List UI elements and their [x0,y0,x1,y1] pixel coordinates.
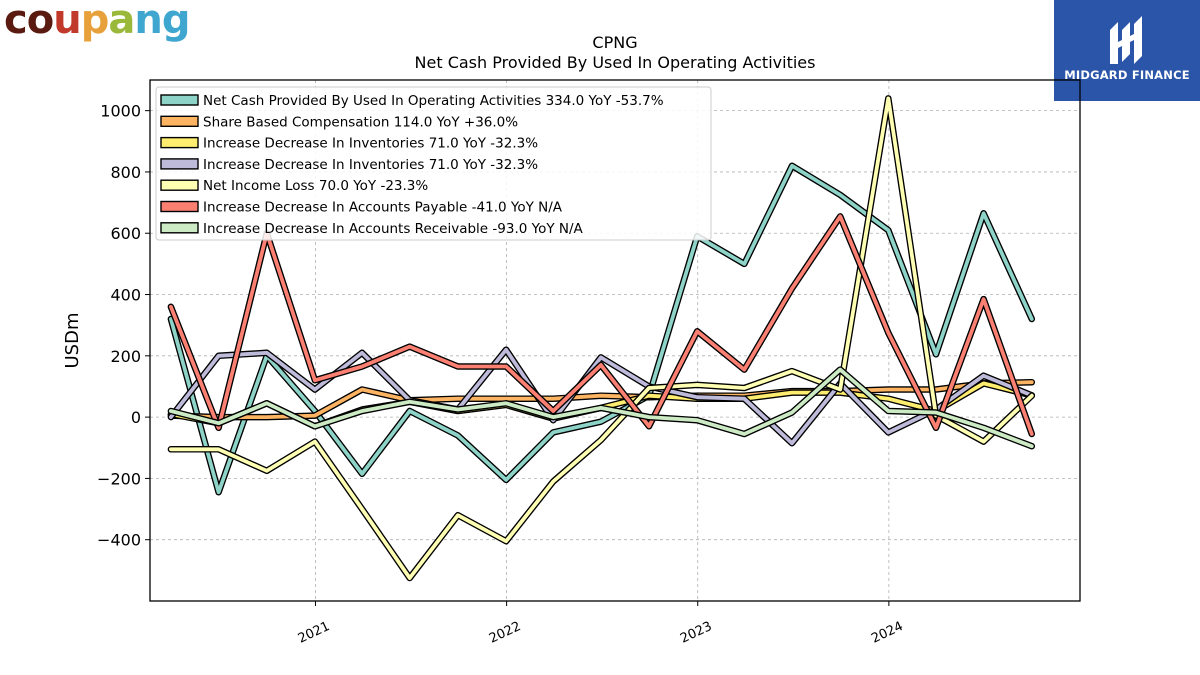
legend-item: Increase Decrease In Inventories 71.0 Yo… [160,136,538,152]
legend-swatch [160,222,199,234]
legend-item: Net Income Loss 70.0 YoY -23.3% [160,178,428,194]
legend-label: Share Based Compensation 114.0 YoY +36.0… [203,114,518,130]
badge-label: MIDGARD FINANCE [1064,68,1190,82]
logo-letter: c [4,0,28,43]
legend-label: Net Income Loss 70.0 YoY -23.3% [203,178,428,194]
x-tick-label: 2021 [296,619,332,647]
y-tick-label: 600 [110,224,141,243]
series-line [167,213,1036,438]
legend-swatch [160,136,199,149]
logo-letter: n [134,0,163,43]
legend-item: Increase Decrease In Accounts Receivable… [160,221,584,237]
logo-letter: g [161,0,191,43]
x-axis: 2021 2022 2023 2024 [296,601,906,647]
x-tick-label: 2024 [869,619,905,647]
y-tick-label: 400 [110,286,141,305]
series-line-stroke [168,380,1034,420]
legend-swatch [160,94,199,106]
legend-label: Increase Decrease In Inventories 71.0 Yo… [203,136,538,152]
legend-box [155,86,712,241]
legend-label: Net Cash Provided By Used In Operating A… [203,93,664,109]
chart-title: CPNG [592,33,637,52]
series-line [167,366,1036,450]
legend-swatch [160,158,199,170]
logo-letter: p [80,0,110,43]
y-tick-label: 200 [110,347,141,366]
series-line-stroke [168,347,1034,446]
y-tick-label: 1000 [100,102,141,121]
y-tick-label: −400 [97,531,141,550]
legend-item: Increase Decrease In Accounts Payable -4… [160,200,563,216]
series-line [167,378,1036,421]
y-tick-label: 800 [110,163,141,182]
legend-label: Increase Decrease In Accounts Payable -4… [203,200,563,216]
legend: Net Cash Provided By Used In Operating A… [155,86,712,241]
legend-item: Share Based Compensation 114.0 YoY +36.0… [160,114,518,130]
logo-letter: o [26,0,55,43]
midgard-finance-logo-icon [1110,16,1142,64]
x-tick-label: 2022 [487,619,523,647]
chart-subtitle: Net Cash Provided By Used In Operating A… [415,53,816,72]
y-axis: −400 −200 0 200 400 600 800 1000 [97,102,150,550]
midgard-finance-badge: MIDGARD FINANCE [1054,0,1200,101]
series-line [167,95,1036,582]
legend-label: Increase Decrease In Inventories 71.0 Yo… [203,157,538,173]
series-line-stroke [168,214,1034,436]
series-line-stroke [168,96,1034,580]
series-line-stroke [168,163,1034,495]
y-axis-label: USDm [62,313,83,369]
legend-swatch [160,115,199,128]
logo-letter: a [108,0,135,43]
y-tick-label: −200 [97,469,141,488]
series-line-stroke [168,367,1034,449]
series-line [167,162,1036,496]
x-tick-label: 2023 [678,619,714,647]
legend-swatch [160,200,199,213]
plot-frame [149,79,1081,602]
legend-item: Increase Decrease In Inventories 71.0 Yo… [160,157,538,173]
legend-item: Net Cash Provided By Used In Operating A… [160,93,664,109]
series-line [167,346,1036,447]
coupang-logo: coupang [4,0,191,44]
y-tick-label: 0 [131,408,141,427]
series-lines [167,95,1036,582]
legend-label: Increase Decrease In Accounts Receivable… [203,221,584,237]
legend-swatch [160,179,199,191]
logo-letter: u [53,0,82,43]
